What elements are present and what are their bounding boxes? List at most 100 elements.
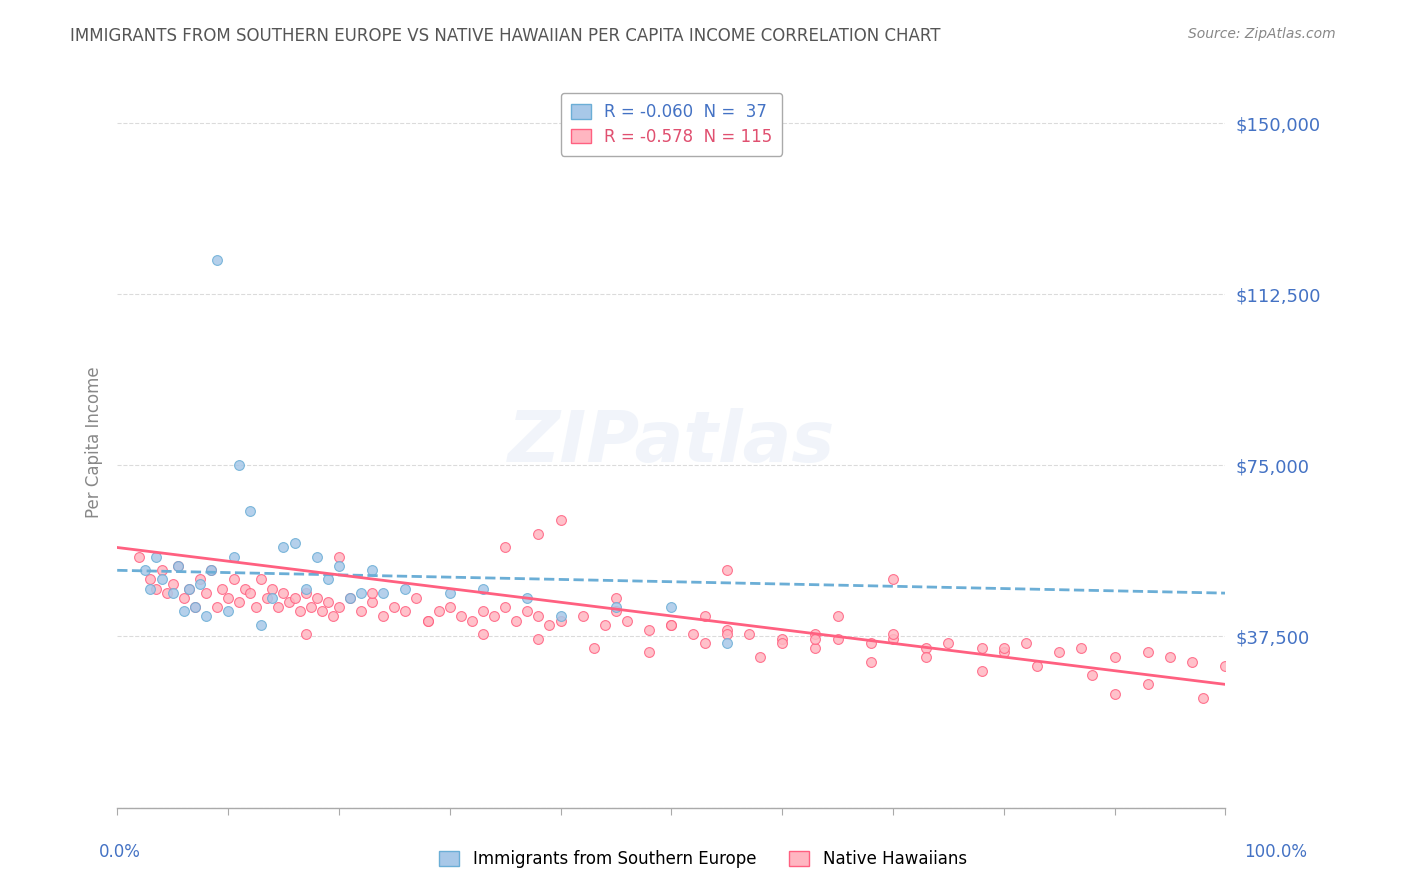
Point [222,549,245,564]
Point [882,627,904,641]
Point [516,591,538,605]
Point [278,595,301,609]
Point [738,627,761,641]
Point [571,609,593,624]
Point [550,614,572,628]
Point [339,591,361,605]
Point [638,645,661,659]
Point [179,582,201,596]
Point [294,627,316,641]
Point [770,632,793,646]
Point [200,563,222,577]
Point [827,609,849,624]
Point [505,614,527,628]
Point [550,609,572,624]
Point [716,627,738,641]
Point [938,636,960,650]
Point [139,582,162,596]
Point [605,591,627,605]
Point [194,586,217,600]
Point [693,609,716,624]
Point [605,599,627,614]
Point [167,558,190,573]
Point [233,582,256,596]
Point [593,618,616,632]
Point [128,549,150,564]
Point [361,563,384,577]
Point [716,623,738,637]
Point [205,599,228,614]
Point [494,599,516,614]
Point [173,604,195,618]
Point [416,614,439,628]
Point [970,640,993,655]
Point [311,604,333,618]
Point [328,558,350,573]
Point [262,591,284,605]
Point [184,599,207,614]
Point [316,595,339,609]
Point [283,536,305,550]
Point [228,595,250,609]
Point [494,541,516,555]
Point [915,640,938,655]
Point [1104,650,1126,665]
Point [222,573,245,587]
Point [188,577,211,591]
Point [328,599,350,614]
Text: ZIPatlas: ZIPatlas [508,408,835,477]
Point [179,582,201,596]
Point [394,582,416,596]
Point [605,604,627,618]
Point [471,582,494,596]
Point [638,623,661,637]
Point [228,458,250,473]
Point [139,573,162,587]
Point [716,563,738,577]
Point [405,591,427,605]
Point [245,599,267,614]
Point [471,604,494,618]
Point [394,604,416,618]
Point [173,591,195,605]
Text: 0.0%: 0.0% [98,843,141,861]
Point [1015,636,1038,650]
Text: IMMIGRANTS FROM SOUTHERN EUROPE VS NATIVE HAWAIIAN PER CAPITA INCOME CORRELATION: IMMIGRANTS FROM SOUTHERN EUROPE VS NATIV… [70,27,941,45]
Point [716,636,738,650]
Point [283,591,305,605]
Point [770,636,793,650]
Point [156,586,179,600]
Point [582,640,605,655]
Point [1104,686,1126,700]
Point [859,636,882,650]
Text: 100.0%: 100.0% [1244,843,1308,861]
Point [250,618,273,632]
Point [882,573,904,587]
Point [659,618,682,632]
Point [150,573,173,587]
Point [1081,668,1104,682]
Point [538,618,561,632]
Point [361,595,384,609]
Point [350,604,373,618]
Point [693,636,716,650]
Point [305,591,328,605]
Point [1026,659,1049,673]
Point [134,563,156,577]
Point [145,549,167,564]
Point [1159,650,1181,665]
Point [439,599,461,614]
Point [1181,655,1204,669]
Point [305,549,328,564]
Point [439,586,461,600]
Point [373,609,395,624]
Point [162,586,184,600]
Point [200,563,222,577]
Point [804,632,827,646]
Point [350,586,373,600]
Point [211,582,233,596]
Point [516,604,538,618]
Point [804,627,827,641]
Point [273,586,295,600]
Point [682,627,704,641]
